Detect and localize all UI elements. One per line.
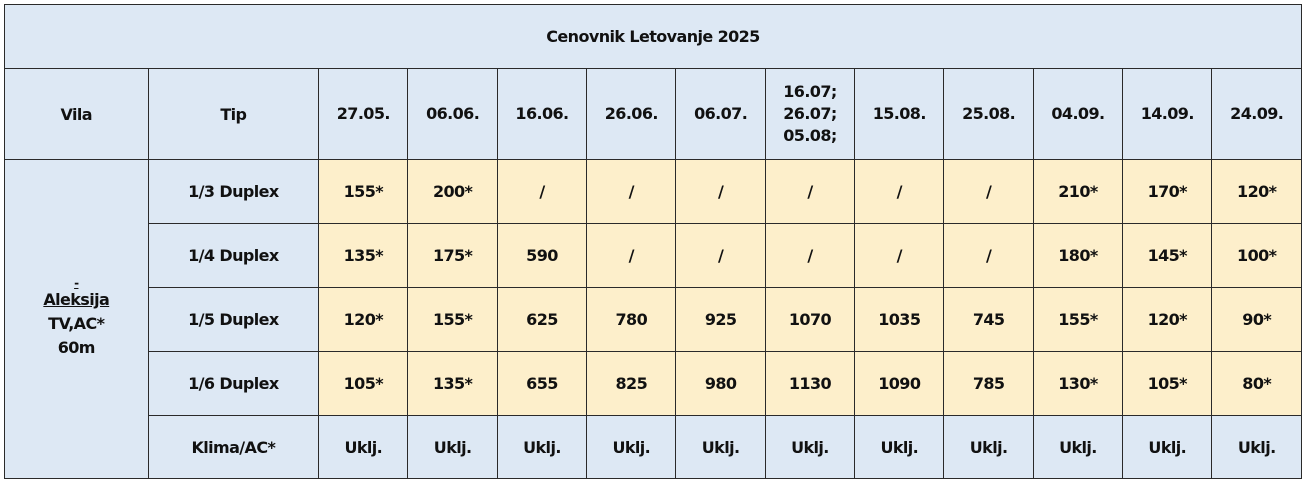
vila-size: 60m xyxy=(57,338,96,357)
klima-cell: Uklj. xyxy=(675,415,766,479)
price-cell: / xyxy=(764,223,856,288)
price-cell: 590 xyxy=(496,223,588,288)
price-cell: 925 xyxy=(675,287,766,352)
price-cell: 170* xyxy=(1122,159,1213,224)
price-cell: / xyxy=(943,223,1034,288)
table-row: Klima/AC* Uklj. Uklj. Uklj. Uklj. Uklj. Uklj. U… xyxy=(5,415,1302,479)
price-cell: 90* xyxy=(1211,287,1302,352)
klima-cell: Uklj. xyxy=(854,415,945,479)
header-date: 06.06. xyxy=(407,68,498,160)
vila-dash: - xyxy=(74,276,79,290)
header-date: 27.05. xyxy=(318,68,409,160)
table-row: 1/5 Duplex 120* 155* 625 780 925 1070 1035 745 15… xyxy=(5,287,1302,352)
header-date: 16.07; 26.07; 05.08; xyxy=(764,68,856,160)
row-tip: 1/5 Duplex xyxy=(147,287,320,352)
header-date: 26.06. xyxy=(586,68,677,160)
klima-cell: Uklj. xyxy=(1211,415,1302,479)
klima-cell: Uklj. xyxy=(1122,415,1213,479)
price-cell: 135* xyxy=(407,351,498,416)
header-date: 14.09. xyxy=(1122,68,1213,160)
price-cell: 100* xyxy=(1211,223,1302,288)
price-cell: / xyxy=(675,223,766,288)
price-cell: / xyxy=(586,159,677,224)
price-cell: 1130 xyxy=(764,351,856,416)
header-date: 06.07. xyxy=(675,68,766,160)
table-title: Cenovnik Letovanje 2025 xyxy=(4,4,1302,69)
price-cell: 1035 xyxy=(854,287,945,352)
price-cell: 200* xyxy=(407,159,498,224)
price-cell: 825 xyxy=(586,351,677,416)
header-tip: Tip xyxy=(147,68,320,160)
table-row: 1/4 Duplex 135* 175* 590// / //180* 145* 100* xyxy=(5,223,1302,288)
price-cell: 105* xyxy=(318,351,409,416)
header-date: 24.09. xyxy=(1211,68,1302,160)
price-cell: 1090 xyxy=(854,351,945,416)
price-cell: 120* xyxy=(318,287,409,352)
price-cell: 625 xyxy=(496,287,588,352)
header-date: 25.08. xyxy=(943,68,1034,160)
klima-cell: Uklj. xyxy=(943,415,1034,479)
header-vila: Vila xyxy=(4,68,149,160)
price-cell: 155* xyxy=(318,159,409,224)
klima-cell: Uklj. xyxy=(318,415,409,479)
price-cell: 80* xyxy=(1211,351,1302,416)
table-row: - Aleksija TV,AC* 60m 1/3 Duplex 155* 200* / / / /… xyxy=(4,159,1302,479)
header-date: 15.08. xyxy=(854,68,945,160)
header-date: 16.06. xyxy=(496,68,588,160)
price-cell: 120* xyxy=(1122,287,1213,352)
vila-name-link[interactable]: Aleksija xyxy=(43,290,110,309)
price-cell: 780 xyxy=(586,287,677,352)
klima-cell: Uklj. xyxy=(586,415,677,479)
price-cell: 655 xyxy=(496,351,588,416)
klima-cell: Uklj. xyxy=(407,415,498,479)
price-cell: 130* xyxy=(1032,351,1124,416)
price-cell: / xyxy=(943,159,1034,224)
price-cell: 155* xyxy=(1032,287,1124,352)
price-cell: 745 xyxy=(943,287,1034,352)
row-tip: 1/4 Duplex xyxy=(147,223,320,288)
price-cell: / xyxy=(675,159,766,224)
price-cell: / xyxy=(854,223,945,288)
price-cell: / xyxy=(764,159,856,224)
price-cell: 135* xyxy=(318,223,409,288)
price-cell: 980 xyxy=(675,351,766,416)
price-cell: / xyxy=(496,159,588,224)
price-cell: 175* xyxy=(407,223,498,288)
price-cell: 1070 xyxy=(764,287,856,352)
price-cell: 180* xyxy=(1032,223,1124,288)
price-cell: 155* xyxy=(407,287,498,352)
price-cell: 210* xyxy=(1032,159,1124,224)
price-cell: / xyxy=(586,223,677,288)
row-tip: 1/6 Duplex xyxy=(147,351,320,416)
table-row: 1/6 Duplex 105* 135* 655 825 980 1130 1090 785 13… xyxy=(5,351,1302,416)
klima-cell: Uklj. xyxy=(764,415,856,479)
klima-label: Klima/AC* xyxy=(147,415,320,479)
price-cell: / xyxy=(854,159,945,224)
price-cell: 145* xyxy=(1122,223,1213,288)
vila-amenities: TV,AC* xyxy=(48,314,105,333)
row-tip: 1/3 Duplex xyxy=(147,159,320,224)
price-cell: 785 xyxy=(943,351,1034,416)
price-cell: 120* xyxy=(1211,159,1302,224)
vila-cell: - Aleksija TV,AC* 60m xyxy=(4,159,149,479)
klima-cell: Uklj. xyxy=(496,415,588,479)
price-cell: 105* xyxy=(1122,351,1213,416)
klima-cell: Uklj. xyxy=(1032,415,1124,479)
price-table: Cenovnik Letovanje 2025 Vila Tip 27.05. 0… xyxy=(4,4,1302,479)
header-date: 04.09. xyxy=(1032,68,1124,160)
